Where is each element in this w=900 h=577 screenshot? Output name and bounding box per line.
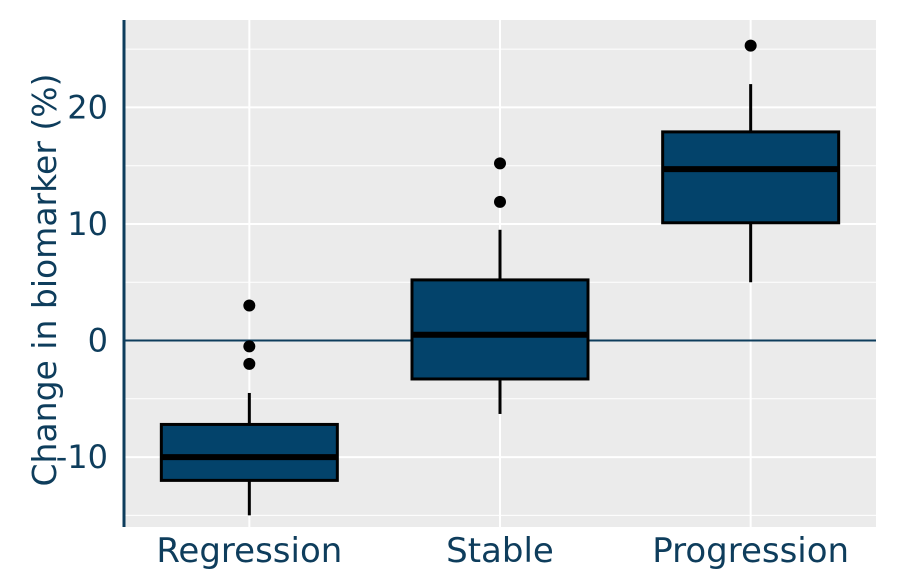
outlier-point [744, 39, 757, 52]
iqr-box [661, 130, 841, 225]
outlier-point [243, 340, 256, 353]
x-tick-label: Progression [652, 531, 849, 571]
x-tick-labels: Regression Stable Progression [156, 531, 849, 571]
box-stable [410, 157, 590, 414]
outlier-point [494, 157, 506, 170]
x-tick-label: Regression [156, 531, 342, 571]
iqr-box [159, 422, 339, 482]
outlier-point [243, 299, 256, 312]
y-tick-label: -10 [56, 438, 108, 476]
x-tick-label: Stable [446, 531, 554, 571]
y-axis-title: Change in biomarker (%) [25, 73, 64, 486]
y-tick-label: 10 [67, 205, 108, 243]
outlier-point [494, 195, 506, 208]
outlier-point [243, 357, 256, 370]
y-tick-labels: -10 0 10 20 [56, 88, 108, 476]
y-tick-label: 20 [67, 88, 108, 126]
y-tick-label: 0 [88, 322, 108, 360]
box-regression [159, 299, 339, 516]
iqr-box [410, 278, 590, 381]
boxes [159, 39, 841, 516]
box-progression [661, 39, 841, 283]
